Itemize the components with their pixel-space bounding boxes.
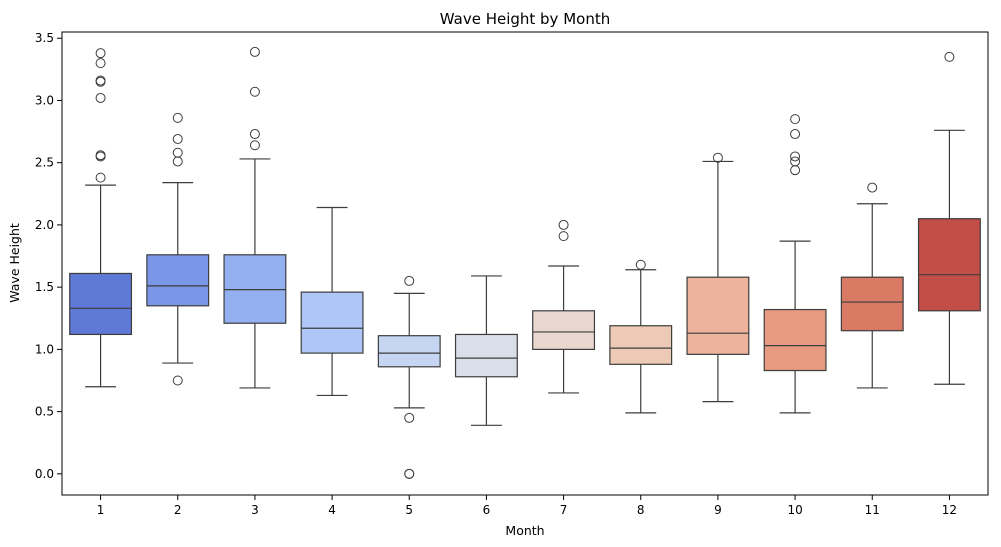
iqr-box (609, 325, 673, 365)
x-tick-label: 12 (942, 503, 957, 517)
outlier-point (172, 375, 183, 386)
y-tick-label: 3.0 (35, 93, 54, 107)
iqr-box (69, 272, 133, 336)
outlier-point (558, 231, 569, 242)
outlier-point (95, 48, 106, 59)
outlier-point (790, 129, 801, 140)
y-tick-label: 1.5 (35, 280, 54, 294)
box-month-8 (609, 259, 673, 414)
x-tick-label: 8 (637, 503, 645, 517)
box-month-5 (377, 275, 441, 479)
outlier-point (867, 182, 878, 193)
outlier-point (249, 86, 260, 97)
outlier-point (404, 468, 415, 479)
outlier-point (172, 112, 183, 123)
y-axis-label: Wave Height (7, 223, 22, 303)
outlier-point (790, 165, 801, 176)
x-tick-label: 11 (865, 503, 880, 517)
outlier-point (404, 275, 415, 286)
iqr-box (146, 254, 210, 307)
box-month-1 (69, 48, 133, 388)
box-month-6 (454, 275, 518, 426)
chart-title: Wave Height by Month (440, 10, 610, 28)
x-tick-label: 3 (251, 503, 259, 517)
y-tick-label: 0.0 (35, 467, 54, 481)
y-tick-label: 2.5 (35, 156, 54, 170)
box-month-7 (532, 219, 596, 394)
y-axis: 0.0 0.5 1.0 1.5 2.0 2.5 3.0 3.5 (35, 31, 62, 481)
outlier-point (95, 150, 106, 161)
iqr-box (454, 333, 518, 378)
outlier-point (249, 129, 260, 140)
outlier-point (95, 172, 106, 183)
outlier-point (712, 152, 723, 163)
x-tick-label: 7 (560, 503, 568, 517)
boxes (69, 46, 981, 479)
x-tick-label: 6 (483, 503, 491, 517)
x-tick-label: 4 (328, 503, 336, 517)
outlier-point (404, 412, 415, 423)
iqr-box (686, 276, 750, 355)
outlier-point (790, 151, 801, 162)
iqr-box (377, 335, 441, 368)
y-tick-label: 0.5 (35, 405, 54, 419)
outlier-point (172, 134, 183, 145)
outlier-point (558, 219, 569, 230)
outlier-point (635, 259, 646, 270)
y-tick-label: 2.0 (35, 218, 54, 232)
x-axis: 1 2 3 4 5 6 7 8 9 10 11 12 (97, 495, 957, 517)
x-tick-label: 5 (405, 503, 413, 517)
iqr-box (532, 310, 596, 350)
outlier-point (95, 92, 106, 103)
iqr-box (763, 308, 827, 372)
box-month-3 (223, 46, 287, 389)
iqr-box (840, 276, 904, 332)
box-month-11 (840, 182, 904, 389)
box-month-9 (686, 152, 750, 403)
iqr-box (300, 291, 364, 354)
outlier-point (790, 156, 801, 167)
outlier-point (249, 140, 260, 151)
outlier-point (95, 58, 106, 69)
outlier-point (172, 156, 183, 167)
x-tick-label: 2 (174, 503, 182, 517)
outlier-point (944, 51, 955, 62)
outlier-point (172, 147, 183, 158)
box-month-2 (146, 112, 210, 386)
outlier-point (790, 114, 801, 125)
iqr-box (223, 254, 287, 324)
outlier-point (95, 75, 106, 86)
x-tick-label: 10 (787, 503, 802, 517)
iqr-box (917, 218, 981, 312)
plot-frame (61, 31, 989, 496)
x-tick-label: 9 (714, 503, 722, 517)
y-tick-label: 3.5 (35, 31, 54, 45)
box-month-12 (917, 51, 981, 385)
y-tick-label: 1.0 (35, 342, 54, 356)
x-axis-label: Month (505, 523, 544, 538)
outlier-point (249, 46, 260, 57)
x-tick-label: 1 (97, 503, 105, 517)
box-month-4 (300, 206, 364, 397)
box-month-10 (763, 114, 827, 414)
